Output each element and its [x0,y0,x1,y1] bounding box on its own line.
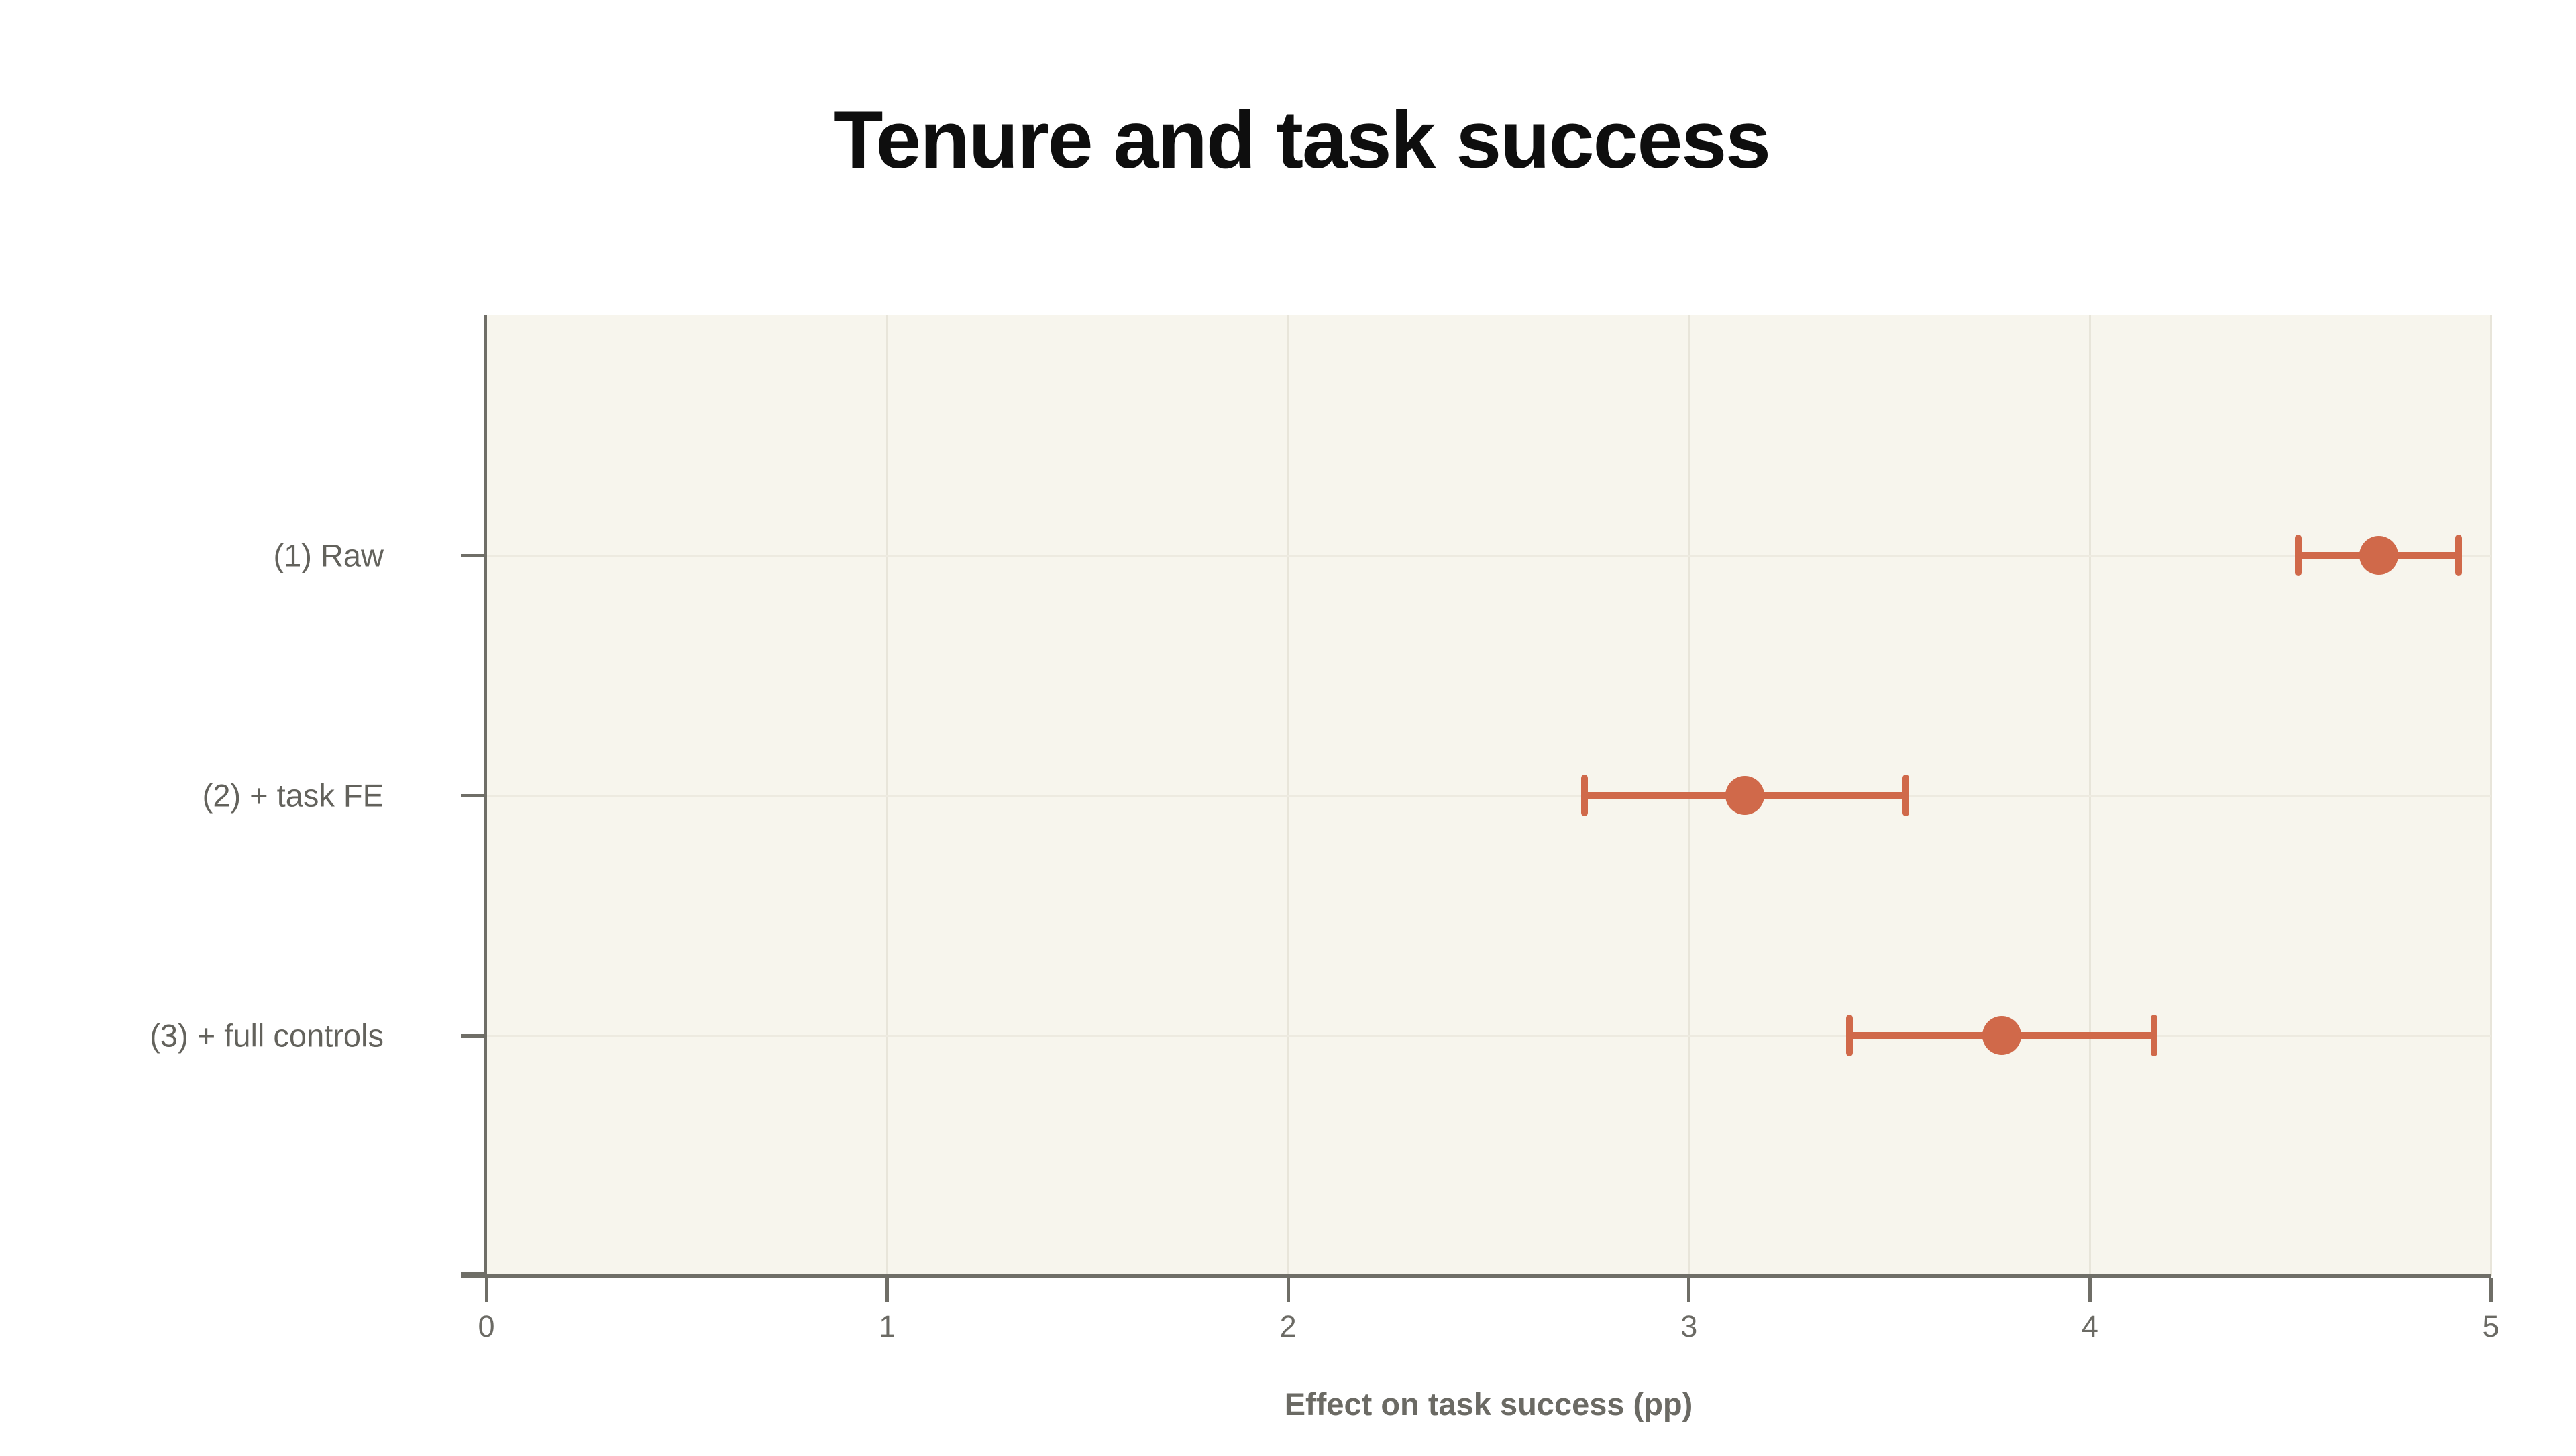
error-bar-cap-high [2151,1015,2158,1056]
row-label: (1) Raw [273,537,384,573]
error-bar-cap-low [2295,535,2302,576]
x-tick-mark [885,1278,890,1302]
y-tick-mark [461,1033,485,1038]
error-bar-cap-high [2455,535,2463,576]
y-gridline [486,554,2491,557]
point-marker [1982,1016,2021,1055]
row-label: (2) + task FE [202,777,384,814]
x-tick-mark [2489,1278,2493,1302]
row-label: (3) + full controls [150,1017,384,1054]
x-axis-label: Effect on task success (pp) [1284,1386,1693,1422]
y-axis-spine [484,315,487,1276]
x-axis-spine [461,1274,2491,1278]
x-tick-mark [2088,1278,2092,1302]
y-tick-mark [461,553,485,557]
x-tick-label: 1 [879,1309,896,1343]
chart-title: Tenure and task success [833,94,1771,185]
x-tick-label: 3 [1680,1309,1698,1343]
x-gridline [2489,315,2492,1276]
x-tick-mark [1687,1278,1691,1302]
x-tick-mark [1286,1278,1290,1302]
error-bar-cap-high [1902,775,1909,816]
x-tick-label: 5 [2482,1309,2500,1343]
x-tick-label: 0 [478,1309,495,1343]
x-tick-label: 2 [1279,1309,1297,1343]
point-marker [1725,776,1765,815]
error-bar-cap-low [1845,1015,1853,1056]
error-bar-cap-low [1581,775,1589,816]
y-tick-mark [461,793,485,797]
point-marker [2359,536,2398,575]
x-tick-mark [484,1278,488,1302]
y-gridline [486,1034,2491,1037]
x-tick-label: 4 [2081,1309,2098,1343]
y-tick-mark-corner [461,1272,485,1276]
y-gridline [486,794,2491,797]
